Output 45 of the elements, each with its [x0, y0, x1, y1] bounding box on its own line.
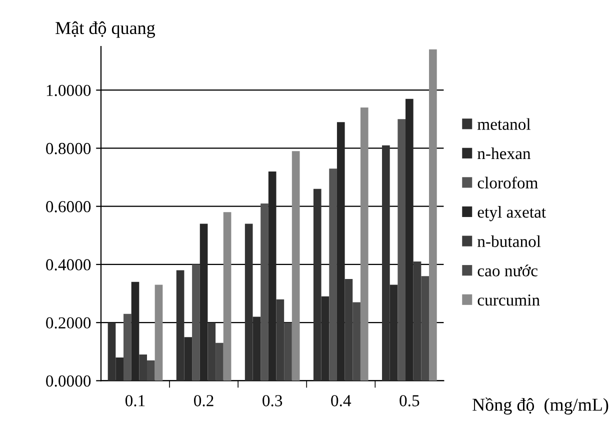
- y-tick-label: 0.6000: [46, 201, 91, 212]
- bar: [360, 108, 368, 381]
- x-tick-label: 0.2: [194, 395, 214, 406]
- bar: [131, 282, 140, 381]
- bar: [421, 276, 430, 381]
- bar: [329, 168, 337, 381]
- legend-label: cao nước: [478, 264, 538, 276]
- bar: [352, 302, 360, 381]
- bar: [147, 360, 155, 381]
- x-tick-label: 0.1: [125, 395, 145, 406]
- bar: [344, 278, 353, 381]
- bar: [292, 151, 300, 381]
- bar: [192, 264, 200, 381]
- bar: [398, 119, 406, 381]
- bar: [413, 262, 422, 381]
- y-tick-label: 0.8000: [46, 142, 91, 154]
- y-tick-label: 0.0000: [46, 375, 91, 387]
- bar: [223, 212, 232, 381]
- bar: [200, 224, 208, 381]
- bar: [216, 342, 224, 381]
- legend-label: etyl axetat: [478, 206, 546, 222]
- y-tick-label: 0.2000: [46, 317, 91, 329]
- x-tick-label: 0.3: [262, 395, 282, 406]
- bar: [260, 203, 268, 381]
- bar: [139, 354, 147, 381]
- legend-label: clorofom: [478, 176, 538, 188]
- bar: [406, 98, 414, 381]
- bar: [429, 49, 437, 381]
- bar: [124, 314, 132, 381]
- x-axis-title: Nồng độ (mg/mL): [472, 398, 608, 415]
- bar: [208, 322, 216, 381]
- bar: [154, 284, 163, 381]
- bar: [276, 299, 284, 381]
- bar: [284, 322, 292, 381]
- x-tick-label: 0.5: [400, 395, 420, 406]
- bar: [336, 122, 345, 381]
- y-axis-title: Mật độ quang: [56, 21, 156, 38]
- legend-label: curcumin: [478, 294, 540, 306]
- legend-label: n-butanol: [478, 235, 541, 248]
- x-tick-label: 0.4: [331, 395, 352, 406]
- y-tick-label: 1.0000: [46, 84, 91, 96]
- legend-label: n-hexan: [478, 147, 531, 160]
- legend-label: metanol: [477, 118, 530, 130]
- bar: [268, 171, 276, 381]
- y-tick-label: 0.4000: [46, 259, 91, 270]
